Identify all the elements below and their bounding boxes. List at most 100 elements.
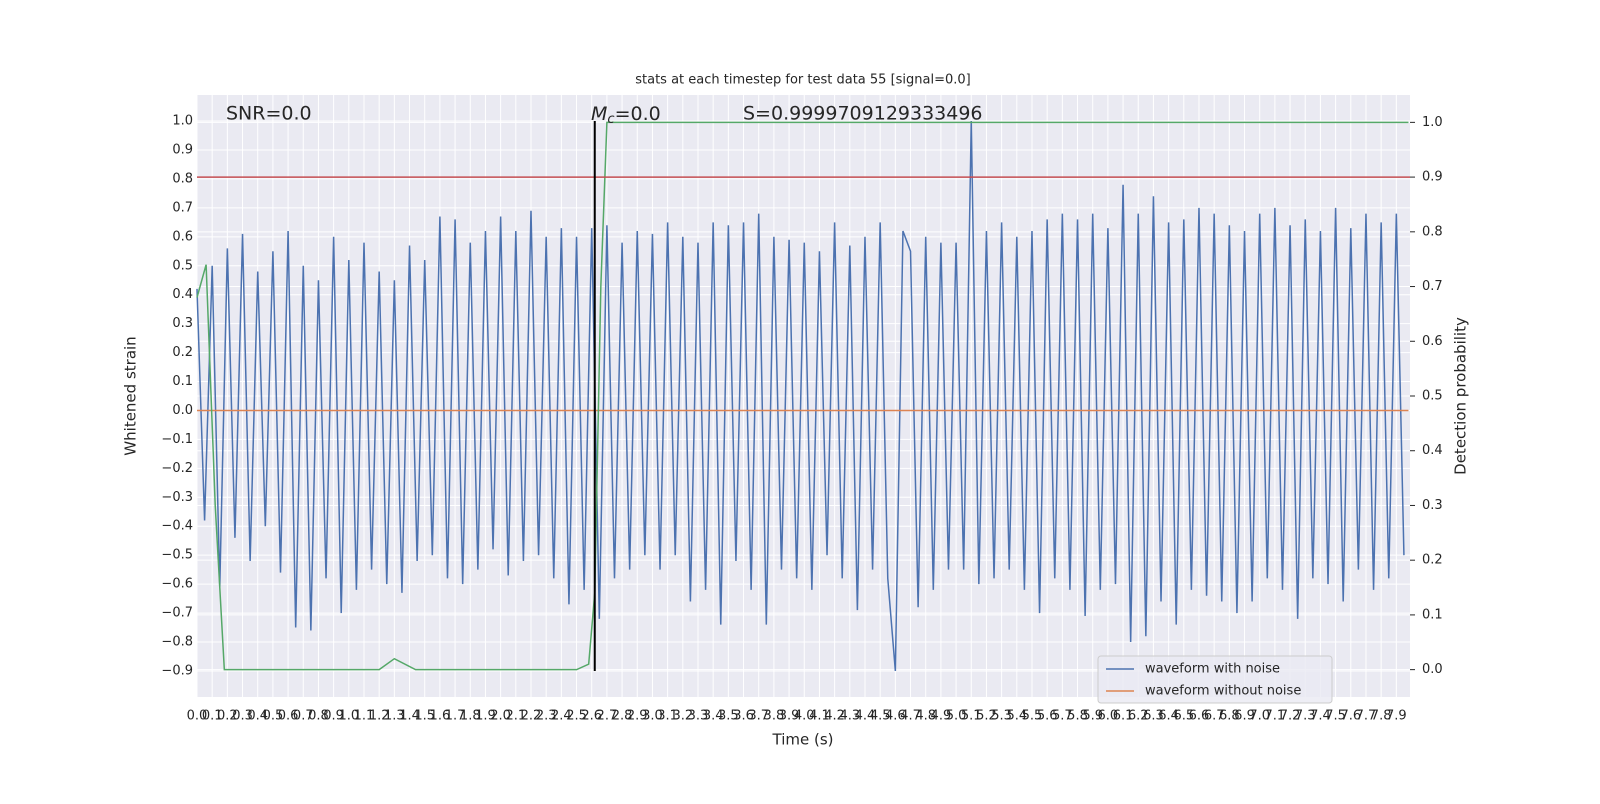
legend-label: waveform with noise (1145, 662, 1280, 677)
x-tick-label: 6.3 (1143, 709, 1164, 724)
y-tick-label: 0.1 (172, 374, 193, 389)
x-tick-label: 4.7 (900, 709, 921, 724)
y2-tick-label: 1.0 (1422, 115, 1443, 130)
x-tick-label: 1.4 (399, 709, 420, 724)
x-tick-label: 4.6 (885, 709, 906, 724)
x-tick-label: 1.6 (430, 709, 451, 724)
x-tick-label: 3.7 (748, 709, 769, 724)
x-tick-label: 0.6 (278, 709, 299, 724)
x-tick-label: 6.0 (1098, 709, 1119, 724)
legend: waveform with noise waveform without nois… (1097, 655, 1333, 704)
y-tick-label: −0.1 (161, 432, 193, 447)
x-tick-label: 5.4 (1006, 709, 1027, 724)
x-tick-label: 3.5 (718, 709, 739, 724)
x-tick-label: 2.7 (597, 709, 618, 724)
x-tick-label: 4.4 (855, 709, 876, 724)
x-tick-label: 2.9 (627, 709, 648, 724)
x-tick-label: 0.0 (187, 709, 208, 724)
y-tick-label: −0.8 (161, 635, 193, 650)
x-tick-label: 0.4 (247, 709, 268, 724)
y-tick-label: 0.6 (172, 229, 193, 244)
y-tick-label: 0.8 (172, 171, 193, 186)
x-tick-label: 2.4 (551, 709, 572, 724)
x-tick-label: 3.3 (688, 709, 709, 724)
x-tick-label: 5.1 (961, 709, 982, 724)
annotation-sub: c (607, 112, 614, 127)
x-tick-label: 2.2 (521, 709, 542, 724)
x-tick-label: 2.0 (490, 709, 511, 724)
y-tick-label: −0.7 (161, 606, 193, 621)
x-tick-label: 6.7 (1204, 709, 1225, 724)
x-tick-label: 0.1 (202, 709, 223, 724)
x-tick-label: 2.8 (612, 709, 633, 724)
y-tick-label: 0.4 (172, 287, 193, 302)
x-tick-label: 7.3 (1295, 709, 1316, 724)
x-tick-label: 5.6 (1037, 709, 1058, 724)
y-tick-label: 0.2 (172, 345, 193, 360)
y2-tick-label: 0.3 (1422, 498, 1443, 513)
x-tick-label: 6.8 (1219, 709, 1240, 724)
x-tick-label: 0.9 (323, 709, 344, 724)
x-tick-label: 0.7 (293, 709, 314, 724)
y2-tick-label: 0.2 (1422, 553, 1443, 568)
x-tick-label: 5.7 (1052, 709, 1073, 724)
x-tick-label: 7.2 (1280, 709, 1301, 724)
x-tick-label: 4.3 (839, 709, 860, 724)
y2-tick-label: 0.8 (1422, 224, 1443, 239)
grid (196, 95, 1410, 697)
x-tick-label: 5.8 (1067, 709, 1088, 724)
x-tick-label: 6.1 (1113, 709, 1134, 724)
y2-tick-label: 0.6 (1422, 334, 1443, 349)
x-tick-label: 7.0 (1249, 709, 1270, 724)
y-tick-label: 0.0 (172, 403, 193, 418)
x-tick-label: 1.7 (445, 709, 466, 724)
x-tick-label: 4.8 (915, 709, 936, 724)
x-tick-label: 2.3 (536, 709, 557, 724)
x-tick-label: 1.8 (460, 709, 481, 724)
x-tick-label: 3.6 (733, 709, 754, 724)
y2-tick-label: 0.5 (1422, 389, 1443, 404)
x-tick-label: 6.4 (1158, 709, 1179, 724)
x-tick-label: 7.8 (1371, 709, 1392, 724)
x-tick-label: 2.6 (581, 709, 602, 724)
y2-tick-label: 0.1 (1422, 607, 1443, 622)
x-tick-label: 3.8 (764, 709, 785, 724)
y-tick-label: 0.9 (172, 142, 193, 157)
x-tick-label: 5.9 (1082, 709, 1103, 724)
x-tick-label: 7.9 (1386, 709, 1407, 724)
y-tick-label: −0.9 (161, 663, 193, 678)
x-tick-label: 7.1 (1265, 709, 1286, 724)
x-tick-label: 3.0 (642, 709, 663, 724)
x-tick-label: 0.5 (263, 709, 284, 724)
x-tick-label: 2.1 (505, 709, 526, 724)
y2-tick-label: 0.4 (1422, 443, 1443, 458)
x-tick-label: 0.3 (232, 709, 253, 724)
x-axis-label: Time (s) (772, 731, 834, 749)
annotation-rest: =0.0 (615, 103, 661, 125)
x-tick-label: 3.4 (703, 709, 724, 724)
y2-tick-label: 0.0 (1422, 662, 1443, 677)
annotation-symbol: M (591, 103, 607, 125)
x-tick-label: 4.1 (809, 709, 830, 724)
y-tick-label: 1.0 (172, 114, 193, 129)
y-axis-label: Whitened strain (122, 336, 140, 455)
y-tick-label: −0.3 (161, 490, 193, 505)
x-tick-label: 4.9 (931, 709, 952, 724)
annotation: Mc=0.0 (591, 103, 661, 127)
x-tick-label: 5.0 (946, 709, 967, 724)
x-tick-label: 6.9 (1234, 709, 1255, 724)
probability-line (196, 121, 1409, 671)
x-tick-label: 7.7 (1356, 709, 1377, 724)
x-tick-label: 5.5 (1022, 709, 1043, 724)
y2-axis-label: Detection probability (1452, 317, 1470, 475)
x-tick-label: 6.2 (1128, 709, 1149, 724)
x-tick-label: 5.2 (976, 709, 997, 724)
y-tick-label: −0.4 (161, 519, 193, 534)
x-tick-label: 7.6 (1340, 709, 1361, 724)
x-tick-label: 6.6 (1189, 709, 1210, 724)
y2-tick-label: 0.7 (1422, 279, 1443, 294)
y-tick-label: 0.7 (172, 200, 193, 215)
y-tick-label: 0.5 (172, 258, 193, 273)
x-tick-label: 1.3 (384, 709, 405, 724)
x-tick-label: 2.5 (566, 709, 587, 724)
